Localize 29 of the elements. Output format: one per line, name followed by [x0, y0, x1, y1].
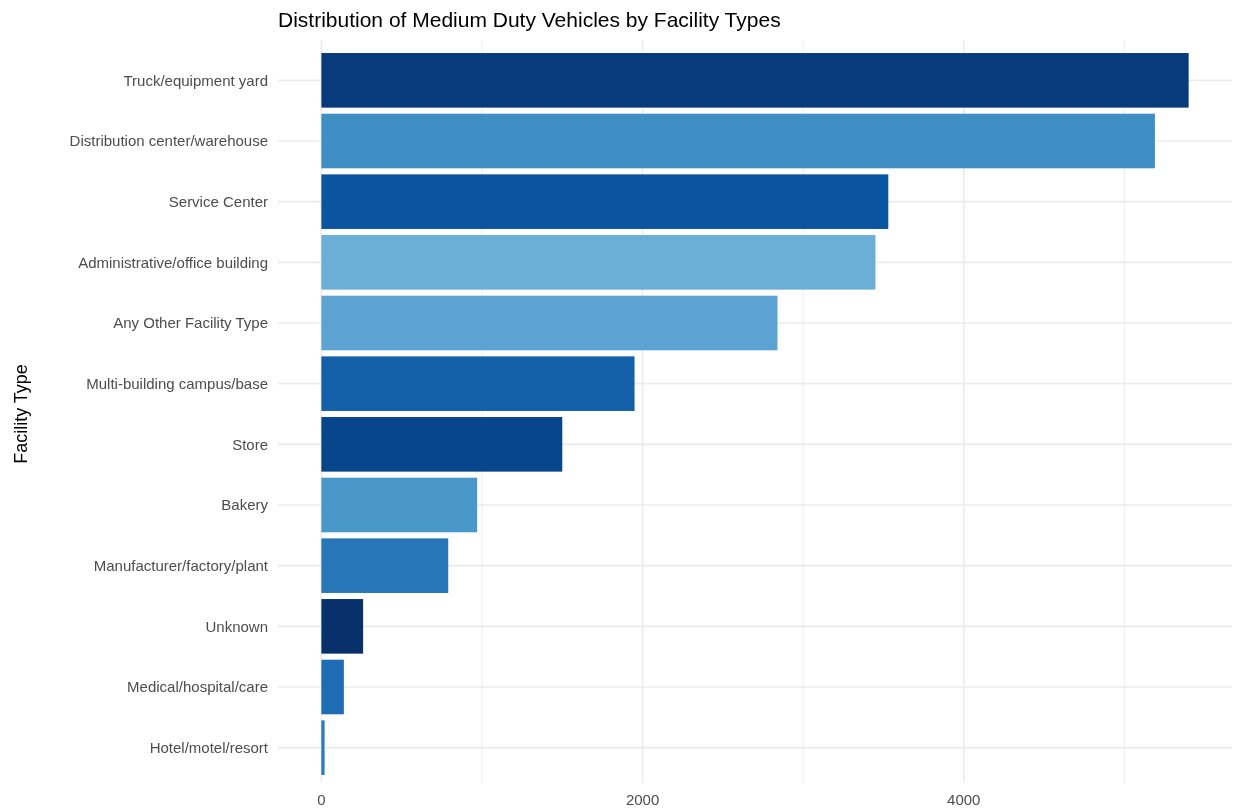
x-tick-label: 4000: [947, 791, 981, 808]
y-tick-label: Any Other Facility Type: [113, 314, 268, 332]
bar: [321, 235, 876, 290]
bar: [321, 477, 478, 533]
y-tick-label: Store: [232, 435, 268, 453]
bar: [321, 538, 449, 593]
x-tick-label: 2000: [625, 791, 660, 808]
y-tick-label: Hotel/motel/resort: [149, 738, 269, 756]
bar: [321, 417, 563, 472]
x-tick-label: 0: [317, 791, 326, 808]
bar: [321, 720, 325, 775]
bar: [321, 599, 364, 654]
y-tick-label: Multi-building campus/base: [86, 374, 268, 392]
y-tick-label: Unknown: [205, 617, 268, 635]
y-tick-label: Medical/hospital/care: [127, 678, 268, 696]
bar: [321, 113, 1155, 169]
y-tick-label: Manufacturer/factory/plant: [93, 556, 269, 574]
y-tick-label: Distribution center/warehouse: [69, 132, 268, 150]
bar: [321, 356, 635, 411]
y-tick-label: Service Center: [168, 192, 268, 210]
y-tick-label: Truck/equipment yard: [123, 71, 268, 89]
y-tick-label: Administrative/office building: [78, 253, 268, 271]
bar: [321, 174, 889, 229]
bar: [321, 53, 1189, 108]
bar: [321, 295, 778, 351]
chart-title: Distribution of Medium Duty Vehicles by Facility Types: [278, 8, 781, 31]
y-axis-title: Facility Type: [11, 364, 31, 464]
bar: [321, 659, 344, 715]
y-tick-label: Bakery: [221, 496, 269, 514]
